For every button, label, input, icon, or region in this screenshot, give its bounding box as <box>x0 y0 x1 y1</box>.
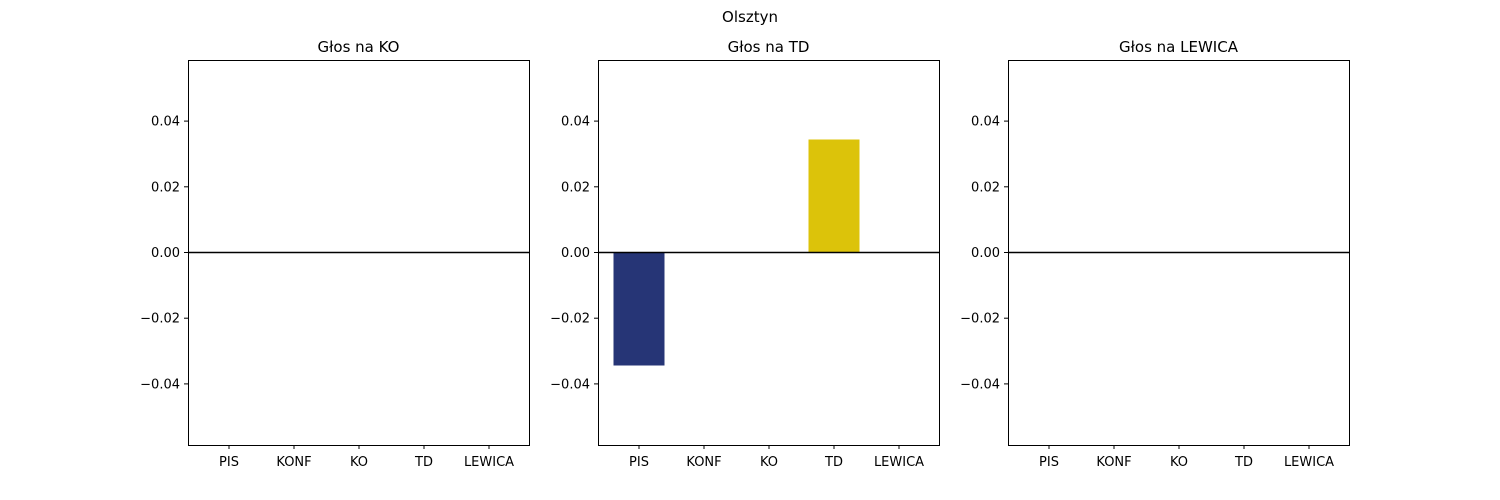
y-tick-label: 0.02 <box>561 180 590 195</box>
x-tick-label: TD <box>414 455 433 470</box>
y-tick-label: −0.04 <box>550 377 590 392</box>
figure-suptitle: Olsztyn <box>722 8 778 26</box>
y-tick-label: −0.02 <box>140 312 180 327</box>
panel-title: Głos na LEWICA <box>1119 38 1239 56</box>
x-tick-label: LEWICA <box>1284 455 1334 470</box>
x-tick-label: LEWICA <box>464 455 514 470</box>
bar-td <box>808 139 860 253</box>
x-tick-label: KO <box>1170 455 1188 470</box>
y-tick-label: 0.02 <box>151 180 180 195</box>
x-tick-label: PIS <box>629 455 649 470</box>
x-tick-label: KONF <box>686 455 721 470</box>
y-tick-label: −0.02 <box>960 312 1000 327</box>
x-tick-label: PIS <box>219 455 239 470</box>
x-tick-label: TD <box>1234 455 1253 470</box>
y-tick-label: 0.02 <box>971 180 1000 195</box>
y-tick-label: 0.00 <box>971 246 1000 261</box>
bar-pis <box>613 252 665 366</box>
x-tick-label: KO <box>760 455 778 470</box>
x-tick-label: PIS <box>1039 455 1059 470</box>
panel-title: Głos na KO <box>318 38 400 56</box>
panel-title: Głos na TD <box>728 38 810 56</box>
y-tick-label: 0.04 <box>971 115 1000 130</box>
x-tick-label: TD <box>824 455 843 470</box>
panel-1: Głos na KO −0.04 −0.02 0.00 0.02 0.04 PIS KONF K… <box>140 38 530 470</box>
x-tick-label: KO <box>350 455 368 470</box>
panels: Głos na KO −0.04 −0.02 0.00 0.02 0.04 PIS KONF K… <box>140 38 1350 470</box>
y-tick-label: −0.04 <box>960 377 1000 392</box>
y-tick-label: −0.04 <box>140 377 180 392</box>
y-tick-label: 0.00 <box>561 246 590 261</box>
y-tick-label: 0.00 <box>151 246 180 261</box>
x-tick-label: LEWICA <box>874 455 924 470</box>
x-tick-label: KONF <box>276 455 311 470</box>
y-tick-label: −0.02 <box>550 312 590 327</box>
panel-3: Głos na LEWICA −0.04 −0.02 0.00 0.02 0.04 PIS K… <box>960 38 1350 470</box>
x-tick-label: KONF <box>1096 455 1131 470</box>
y-tick-label: 0.04 <box>151 115 180 130</box>
panel-2: Głos na TD −0.04 −0.02 0.00 0.02 0.04 PIS KONF K… <box>550 38 940 470</box>
y-tick-label: 0.04 <box>561 115 590 130</box>
